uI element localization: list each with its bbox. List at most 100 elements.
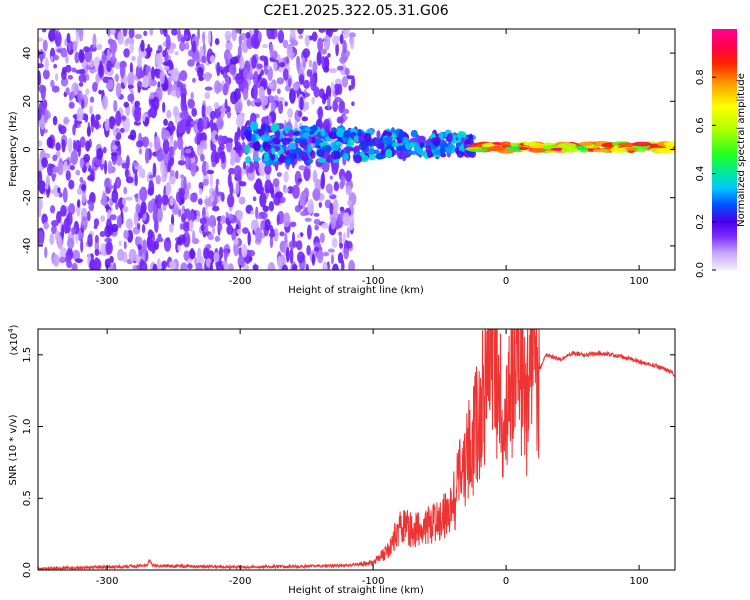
spectrogram-cell	[93, 257, 100, 270]
spectrogram-cell	[187, 194, 191, 199]
spectrogram-cell	[289, 221, 297, 228]
spectrogram-cell	[251, 133, 256, 143]
spectrogram-cell	[206, 244, 212, 249]
spectrogram-cell	[277, 88, 281, 95]
spectrogram-cell	[313, 212, 320, 217]
spectrogram-cell	[332, 263, 339, 270]
spectrogram-cell	[268, 82, 274, 90]
spectrogram-cell	[228, 213, 234, 220]
spectrogram-cell	[49, 233, 55, 245]
spectrogram-cell	[243, 263, 249, 270]
spectrogram-cell	[148, 174, 154, 179]
spectrogram-cell	[332, 199, 339, 213]
spectrogram-cell	[177, 136, 184, 150]
spectrogram-cell	[304, 34, 310, 47]
spectrogram-cell	[44, 246, 48, 259]
spectrogram-cell	[341, 75, 349, 88]
y-tick-label: 1.5	[22, 347, 33, 363]
spectrogram-cell	[346, 75, 353, 80]
spectrogram-cell	[330, 254, 334, 265]
spectrogram-cell	[177, 236, 183, 247]
spectrogram-cell	[234, 141, 242, 154]
spectrogram-cell	[343, 108, 350, 115]
spectrogram-cell	[48, 29, 56, 42]
spectrogram-cell	[172, 105, 179, 118]
spectrogram-cell	[239, 55, 245, 70]
spectrogram-cell	[75, 69, 82, 74]
spectrogram-cell	[306, 245, 311, 256]
spectrogram-cell	[223, 248, 228, 263]
spectrogram-cell	[115, 202, 119, 210]
spectrogram-cell	[161, 262, 166, 270]
spectrogram-cell	[180, 262, 188, 270]
spectrogram-cell	[330, 216, 337, 230]
colorbar-tick-label: 0.2	[695, 214, 706, 230]
spectrogram-cell	[258, 161, 266, 177]
spectrogram-cell	[136, 140, 144, 148]
spectrogram-cell	[318, 29, 326, 33]
spectrogram-cell	[269, 232, 274, 239]
spectrogram-cell	[135, 64, 143, 80]
y-tick-label: -40	[22, 238, 33, 254]
snr-series-line	[38, 329, 675, 570]
spectrogram-cell	[289, 88, 296, 104]
spectrogram-cell	[209, 262, 213, 270]
spectrogram-cell	[104, 118, 110, 132]
spectrogram-cell	[119, 127, 125, 133]
spectrogram-cell	[184, 42, 190, 50]
spectrogram-cell	[343, 130, 352, 138]
spectrogram-cell	[99, 60, 103, 77]
snr-plot-area	[38, 329, 675, 570]
spectrogram-cell	[60, 205, 67, 217]
x-tick-label: 0	[503, 576, 509, 587]
spectrogram-cell	[482, 143, 495, 147]
spectrogram-cell	[284, 101, 288, 107]
spectrogram-y-ticks: -40 -20 0 20 40	[22, 47, 675, 254]
spectrogram-cell	[121, 197, 127, 206]
spectrogram-cell	[322, 93, 329, 101]
spectrogram-cell	[235, 180, 240, 195]
spectrogram-cell	[238, 34, 243, 47]
spectrogram-cell	[529, 144, 547, 149]
spectrogram-cell	[327, 29, 333, 34]
spectrogram-cell	[271, 147, 276, 155]
spectrogram-cell	[259, 192, 267, 208]
spectrogram-cell	[128, 248, 137, 262]
spectrogram-cell	[40, 119, 46, 130]
x-tick-label: 100	[630, 576, 649, 587]
spectrogram-cell	[576, 145, 587, 151]
spectrogram-cell	[155, 237, 164, 243]
spectrogram-cell	[409, 137, 419, 143]
spectrogram-cell	[311, 31, 318, 42]
spectrogram-cell	[346, 226, 350, 239]
spectrogram-cell	[99, 230, 106, 238]
spectrogram-cell	[179, 223, 184, 230]
spectrogram-cell	[332, 35, 339, 46]
colorbar-label: Normalized spectral amplitude	[736, 73, 747, 227]
spectrogram-cell	[312, 60, 318, 74]
spectrogram-cell	[235, 72, 243, 85]
spectrogram-cell	[283, 212, 291, 228]
spectrogram-cell	[98, 89, 103, 95]
colorbar-ticks: 0.0 0.2 0.4 0.6 0.8	[695, 69, 716, 278]
spectrogram-cell	[184, 148, 192, 154]
spectrogram-cell	[180, 174, 185, 180]
spectrogram-cell	[335, 127, 345, 138]
spectrogram-cell	[433, 140, 441, 147]
snr-scale-base: (x10	[9, 333, 20, 356]
spectrogram-cell	[317, 157, 327, 163]
spectrogram-cell	[100, 243, 105, 256]
spectrogram-cell	[110, 29, 116, 35]
spectrogram-cell	[260, 134, 271, 142]
spectrogram-cell	[207, 30, 212, 45]
spectrogram-cell	[38, 63, 44, 69]
spectrogram-cell	[88, 201, 95, 212]
spectrogram-cell	[351, 75, 356, 90]
spectrogram-cell	[163, 237, 172, 252]
snr-scale-text: (x104)	[7, 324, 20, 355]
spectrogram-cell	[238, 196, 246, 205]
spectrogram-cell	[270, 101, 277, 112]
spectrogram-cell	[38, 230, 45, 247]
